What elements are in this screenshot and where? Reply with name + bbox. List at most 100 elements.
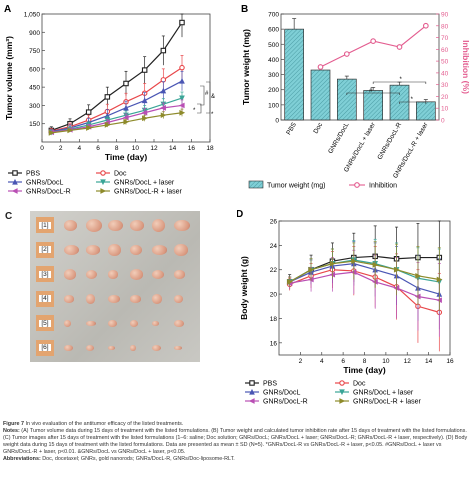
data-point: [67, 127, 74, 134]
series-line: [289, 271, 440, 301]
series-pbs: [48, 13, 185, 135]
data-point: [179, 64, 185, 71]
data-point: [179, 19, 185, 26]
series-line: [51, 97, 183, 133]
x-tick-label: GNRs/DocL: [327, 121, 351, 155]
y-tick-label: 20: [270, 292, 278, 299]
y-tick-label: 700: [268, 12, 279, 19]
x-tick-label: 8: [363, 358, 367, 365]
tumor-specimen: [108, 244, 121, 256]
data-point: [436, 276, 443, 283]
legend-marker: [100, 188, 107, 194]
tumor-specimen: [108, 270, 119, 279]
legend-marker: [100, 179, 106, 186]
panel-label-a: A: [4, 4, 11, 15]
inhibition-point: [370, 38, 377, 44]
legend-marker: [248, 398, 255, 404]
y-tick-label: 0: [275, 118, 279, 125]
legend-label: GNRs/DocL-R + laser: [114, 189, 183, 196]
x-tick-label: 2: [59, 145, 63, 152]
tumor-specimen: [174, 345, 182, 351]
bar: [337, 78, 357, 121]
tumor-specimen: [64, 269, 77, 280]
tumor-specimen: [64, 344, 73, 352]
x-tick-label: 18: [206, 145, 214, 152]
data-point: [179, 95, 185, 102]
tumor-photo: [1] [2] [3] [4] [5] [6]: [30, 211, 200, 362]
legend-label: GNRs/DocL-R: [263, 399, 308, 406]
legend-marker: [249, 380, 255, 386]
plot-frame: [280, 13, 440, 121]
tumor-specimen: [108, 219, 123, 232]
data-point: [179, 77, 185, 84]
sig-bracket: [200, 85, 205, 106]
y-tick-label: 600: [29, 66, 40, 73]
x-tick-label: 10: [132, 145, 140, 152]
legend-marker: [12, 178, 18, 185]
y2-tick-label: 20: [441, 94, 449, 101]
x-tick-label: 16: [188, 145, 196, 152]
panel-label-c: C: [5, 211, 13, 222]
x-tick-label: GNRs/DocL-R: [376, 121, 403, 161]
y-tick-label: 400: [268, 57, 279, 64]
y-tick-label: 450: [29, 85, 40, 92]
x-tick-label: 10: [382, 358, 390, 365]
series-line: [51, 80, 183, 133]
x-tick-label: 14: [169, 145, 177, 152]
legend-swatch: [248, 180, 264, 189]
x-tick-label: 4: [320, 358, 324, 365]
y-tick-label: 200: [268, 87, 279, 94]
tumor-specimen: [152, 269, 165, 280]
tumor-specimen: [86, 269, 98, 280]
legend-label: GNRs/DocL-R: [26, 189, 71, 196]
data-point: [85, 109, 92, 115]
row-label: [3]: [36, 266, 54, 282]
legend-label: PBS: [263, 381, 277, 388]
legend-label: PBS: [26, 171, 40, 178]
x-tick-label: 6: [341, 358, 345, 365]
inhibition-point: [422, 22, 429, 29]
y-tick-label: 300: [29, 103, 40, 110]
x-tick-label: Doc: [312, 121, 324, 135]
tumor-specimen: [86, 294, 95, 304]
data-point: [393, 266, 400, 273]
tumor-specimen: [64, 320, 72, 327]
legend-label: GNRs/DocL: [26, 180, 63, 187]
data-point: [415, 272, 422, 279]
tumor-specimen: [130, 295, 141, 303]
x-tick-label: 6: [96, 145, 100, 152]
tumor-specimen: [174, 270, 186, 279]
caption-figure-label: Figure 7: [3, 421, 24, 427]
series-line: [51, 67, 183, 132]
inhibition-line: [320, 25, 427, 68]
y2-tick-label: 0: [441, 118, 445, 125]
y-axis-label: Tumor volume (mm³): [4, 36, 14, 120]
tumor-specimen: [130, 269, 144, 280]
y-tick-label: 16: [270, 340, 278, 347]
tumor-specimen: [152, 245, 167, 255]
x-tick-label: 16: [446, 358, 454, 365]
caption-notes-label: Notes:: [3, 427, 20, 434]
sig-bracket: [346, 92, 400, 95]
row-label: [2]: [36, 241, 54, 258]
y-tick-label: 22: [270, 267, 278, 274]
y2-tick-label: 80: [441, 23, 449, 30]
legend-marker: [339, 389, 345, 396]
legend-marker: [339, 398, 346, 404]
x-axis-label: Time (day): [105, 152, 148, 162]
inhibition-point: [343, 51, 350, 57]
tumor-specimen: [152, 345, 161, 351]
sig-bracket: [206, 81, 211, 114]
data-point: [160, 87, 167, 94]
x-tick-label: 8: [115, 145, 119, 152]
tumor-specimen: [130, 320, 139, 327]
x-tick-label: PBS: [285, 121, 298, 136]
y2-tick-label: 70: [441, 35, 449, 42]
tumor-specimen: [64, 220, 77, 231]
y-tick-label: 150: [29, 121, 40, 128]
x-tick-label: 0: [40, 145, 44, 152]
tumor-specimen: [130, 220, 144, 231]
tumor-specimen: [86, 320, 97, 327]
y2-tick-label: 60: [441, 47, 449, 54]
